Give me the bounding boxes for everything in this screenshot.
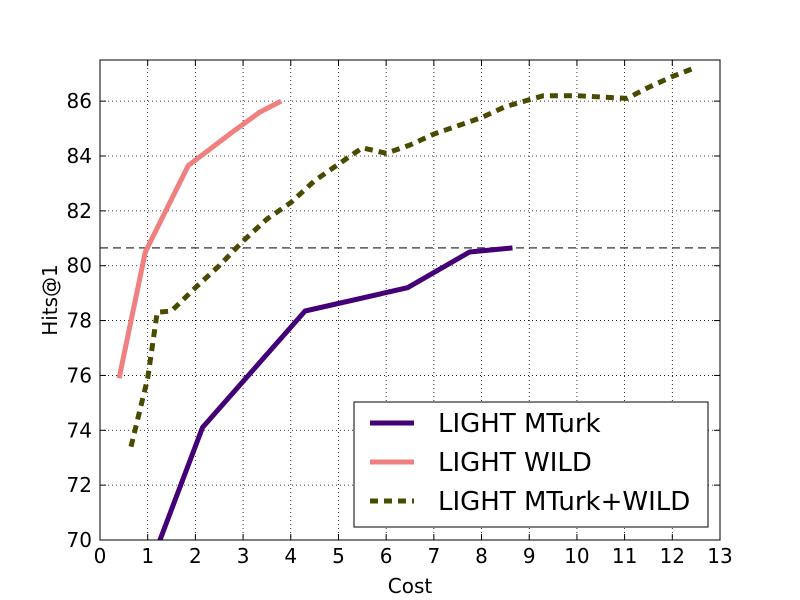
x-tick-label: 10: [564, 544, 589, 568]
y-tick-label: 86: [67, 89, 92, 113]
x-tick-label: 8: [475, 544, 488, 568]
x-tick-label: 6: [380, 544, 393, 568]
x-tick-label: 13: [707, 544, 732, 568]
legend-entry-2: LIGHT MTurk+WILD: [438, 487, 690, 517]
x-tick-label: 5: [332, 544, 345, 568]
y-tick-label: 82: [67, 199, 92, 223]
legend: LIGHT MTurk LIGHT WILD LIGHT MTurk+WILD: [353, 401, 709, 528]
legend-entry-1: LIGHT WILD: [438, 448, 592, 478]
x-tick-label: 9: [523, 544, 536, 568]
y-tick-label: 84: [67, 144, 92, 168]
y-tick-label: 72: [67, 473, 92, 497]
series-line-2: [128, 65, 695, 448]
x-tick-label: 12: [660, 544, 685, 568]
x-tick-label: 11: [612, 544, 637, 568]
series-layer: [116, 65, 695, 540]
x-tick-label: 7: [427, 544, 440, 568]
plot-frame: [99, 59, 721, 541]
x-tick-label: 2: [189, 544, 202, 568]
x-tick-label: 1: [141, 544, 154, 568]
x-tick-label: 0: [94, 544, 107, 568]
y-tick-label: 80: [67, 254, 92, 278]
y-tick-label: 76: [67, 363, 92, 387]
x-tick-label: 4: [284, 544, 297, 568]
y-tick-label: 74: [67, 418, 92, 442]
legend-entry-0: LIGHT MTurk: [438, 409, 601, 439]
y-tick-label: 78: [67, 309, 92, 333]
y-axis-label: Hits@1: [38, 264, 62, 336]
series-line-1: [116, 98, 283, 379]
series-line-0: [157, 245, 513, 540]
x-tick-label: 3: [237, 544, 250, 568]
y-tick-label: 70: [67, 528, 92, 552]
x-axis-label: Cost: [388, 574, 433, 598]
